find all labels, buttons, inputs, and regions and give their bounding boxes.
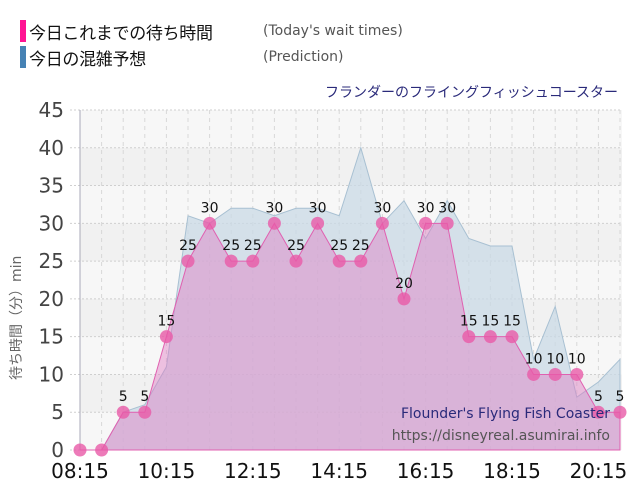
svg-text:15: 15 [481,314,499,330]
attraction-name-watermark: Flounder's Flying Fish Coaster [400,406,610,422]
svg-text:14:15: 14:15 [310,459,368,483]
svg-text:20:15: 20:15 [570,459,628,483]
legend-label-prediction: 今日の混雑予想 [29,49,146,70]
svg-text:30: 30 [265,200,283,216]
svg-text:18:15: 18:15 [483,459,541,483]
svg-text:10: 10 [39,362,64,386]
legend-label-actual: 今日これまでの待ち時間 [29,23,213,44]
chart-title: フランダーのフライングフィッシュコースター [324,85,618,101]
svg-text:15: 15 [503,314,521,330]
svg-text:30: 30 [39,211,64,235]
svg-text:5: 5 [594,389,603,405]
svg-text:25: 25 [39,249,64,273]
legend-item-prediction: 今日の混雑予想 (Prediction) [20,44,403,70]
svg-text:35: 35 [39,174,64,198]
svg-text:15: 15 [157,314,175,330]
svg-text:30: 30 [373,200,391,216]
svg-text:20: 20 [395,276,413,292]
svg-text:45: 45 [39,98,64,122]
svg-text:30: 30 [309,200,327,216]
svg-text:10: 10 [568,351,586,367]
legend-item-actual: 今日これまでの待ち時間 (Today's wait times) [20,18,403,44]
legend-label-actual-en: (Today's wait times) [263,23,403,39]
svg-text:25: 25 [179,238,197,254]
svg-text:12:15: 12:15 [224,459,282,483]
legend-label-prediction-en: (Prediction) [263,49,344,65]
svg-text:30: 30 [417,200,435,216]
svg-text:20: 20 [39,287,64,311]
svg-text:25: 25 [222,238,240,254]
svg-text:08:15: 08:15 [51,459,109,483]
svg-text:10:15: 10:15 [138,459,196,483]
svg-text:0: 0 [51,438,64,462]
svg-text:15: 15 [460,314,478,330]
svg-text:25: 25 [330,238,348,254]
svg-text:25: 25 [352,238,370,254]
svg-text:25: 25 [287,238,305,254]
svg-text:10: 10 [525,351,543,367]
site-url-watermark: https://disneyreal.asumirai.info [391,428,610,444]
svg-text:30: 30 [201,200,219,216]
svg-text:5: 5 [140,389,149,405]
y-axis-label: 待ち時間（分）min [9,255,25,380]
svg-text:16:15: 16:15 [397,459,455,483]
svg-text:30: 30 [438,200,456,216]
svg-text:5: 5 [119,389,128,405]
svg-text:5: 5 [616,389,625,405]
svg-text:40: 40 [39,136,64,160]
actual-swatch [20,20,26,42]
svg-text:10: 10 [546,351,564,367]
svg-text:15: 15 [39,325,64,349]
legend: 今日これまでの待ち時間 (Today's wait times) 今日の混雑予想… [20,18,403,70]
svg-text:25: 25 [244,238,262,254]
prediction-swatch [20,46,26,68]
svg-text:5: 5 [51,400,64,424]
